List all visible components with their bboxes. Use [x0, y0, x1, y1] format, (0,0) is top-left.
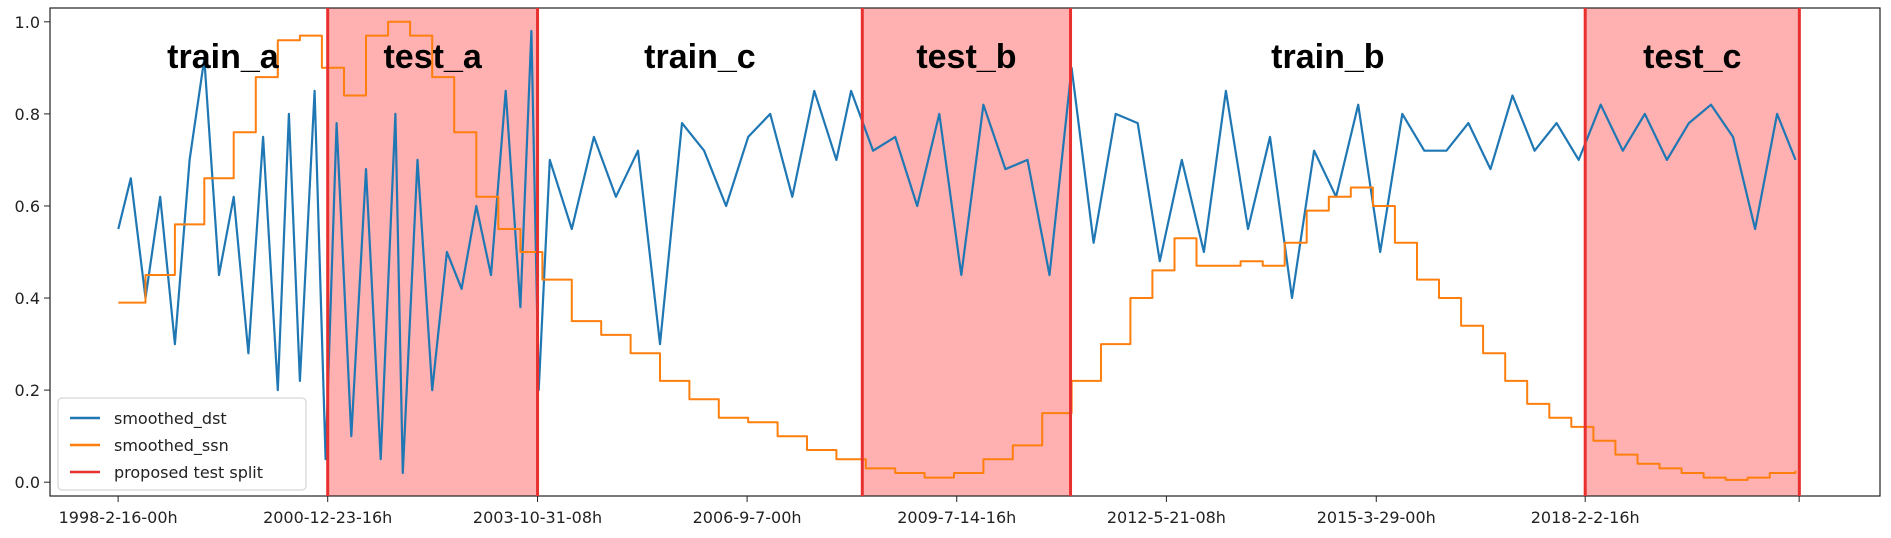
test-region-test_b [862, 8, 1071, 496]
y-tick-label: 0.2 [15, 381, 40, 400]
legend-label-proposed-test-split: proposed test split [114, 463, 263, 482]
y-tick-label: 0.6 [15, 197, 40, 216]
x-tick-label: 2000-12-23-16h [263, 508, 392, 527]
region-label-test_a: test_a [383, 38, 482, 76]
series-line-smoothed_ssn [118, 20, 1797, 481]
x-tick-label: 2015-3-29-00h [1317, 508, 1436, 527]
series-layer [117, 20, 1797, 481]
axes-layer: 0.0 0.2 0.4 0.6 0.8 1.0 1998-2-16-00h 2000-12-2… [15, 7, 1881, 527]
region-label-train_a: train_a [167, 38, 280, 76]
x-tick-label: 2018-2-2-16h [1531, 508, 1640, 527]
y-tick-label: 1.0 [15, 13, 40, 32]
region-label-train_b: train_b [1271, 38, 1384, 76]
y-tick-label: 0.4 [15, 289, 40, 308]
test-region-test_a [327, 8, 538, 496]
legend-box [57, 397, 307, 491]
x-tick-label: 1998-2-16-00h [59, 508, 178, 527]
legend-label-smoothed_dst: smoothed_dst [114, 409, 227, 429]
x-tick-label: 2012-5-21-08h [1107, 508, 1226, 527]
y-tick-label: 0.0 [15, 473, 40, 492]
region-label-test_c: test_c [1643, 38, 1741, 76]
x-tick-label: 2009-7-14-16h [897, 508, 1016, 527]
series-line-smoothed_dst [117, 29, 1797, 475]
region-label-test_b: test_b [916, 38, 1016, 76]
region-label-train_c: train_c [644, 38, 756, 76]
test-region-test_c [1585, 8, 1800, 496]
regions-layer [327, 8, 1800, 496]
split-lines-layer [326, 8, 1801, 496]
region-labels-layer: train_a test_a train_c test_b train_b test_c [167, 38, 1741, 76]
plot-frame [49, 7, 1881, 497]
x-tick-label: 2006-9-7-00h [693, 508, 802, 527]
legend: smoothed_dst smoothed_ssn proposed test sp… [57, 397, 307, 491]
legend-label-smoothed_ssn: smoothed_ssn [114, 436, 229, 456]
x-tick-label: 2003-10-31-08h [473, 508, 602, 527]
y-tick-label: 0.8 [15, 105, 40, 124]
